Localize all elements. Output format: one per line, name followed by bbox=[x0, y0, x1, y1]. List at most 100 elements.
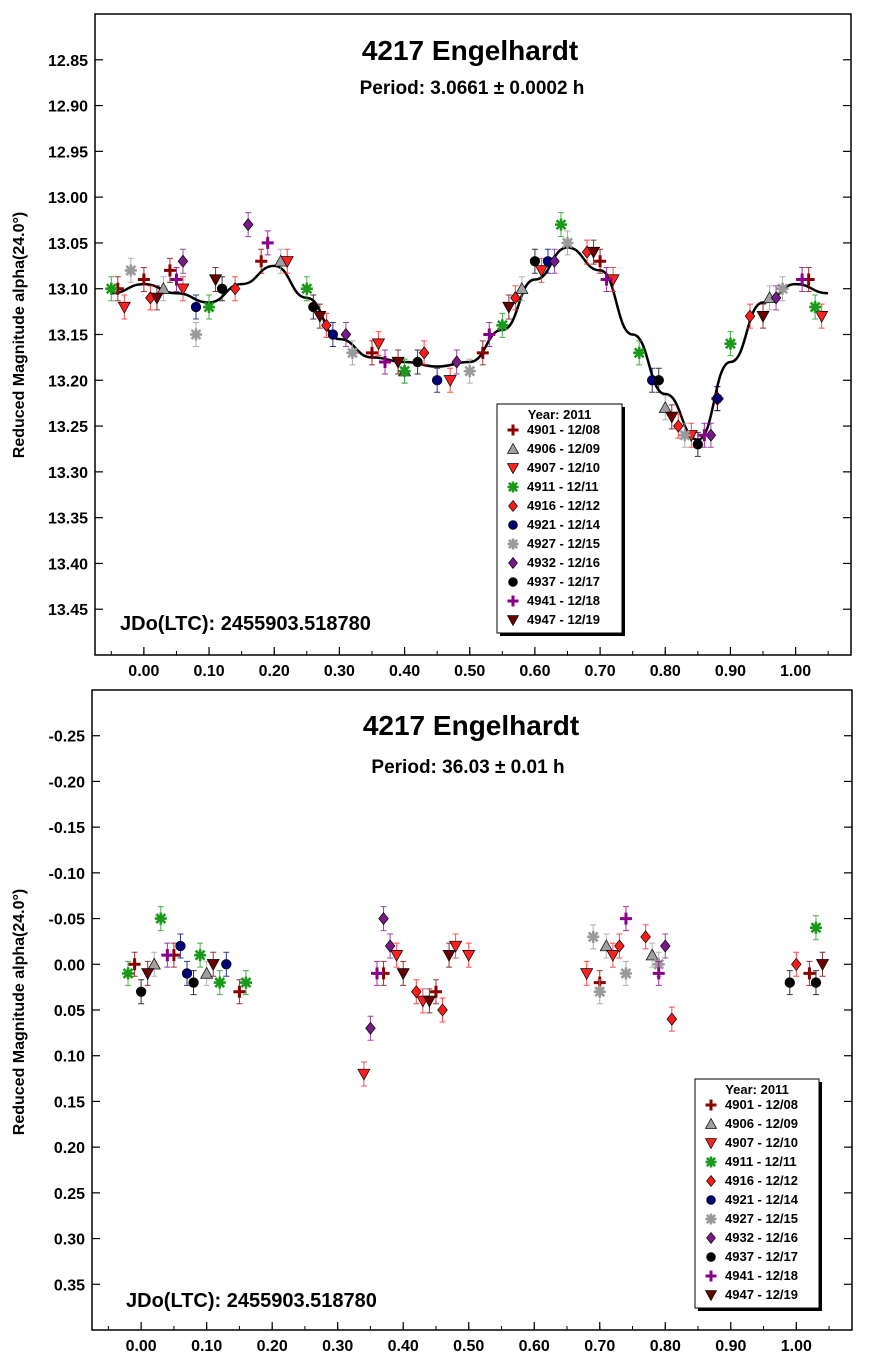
legend-marker bbox=[507, 424, 519, 436]
data-point bbox=[744, 309, 756, 323]
legend-marker bbox=[706, 1195, 716, 1205]
x-tick-label: 0.80 bbox=[650, 663, 681, 680]
x-tick-label: 0.40 bbox=[388, 1338, 419, 1355]
legend-entry-label: 4921 - 12/14 bbox=[725, 1192, 799, 1207]
data-point bbox=[606, 949, 620, 962]
data-point bbox=[666, 1012, 678, 1026]
fourier-fit-curve bbox=[111, 246, 829, 442]
x-tick-label: 0.70 bbox=[584, 1338, 615, 1355]
data-point bbox=[705, 428, 717, 442]
series-4911 bbox=[122, 906, 822, 996]
data-point bbox=[633, 346, 646, 359]
series-4916 bbox=[411, 924, 802, 1032]
series-4932 bbox=[177, 212, 782, 448]
series-4937 bbox=[216, 248, 703, 457]
data-point bbox=[660, 939, 671, 953]
x-tick-label: 0.50 bbox=[453, 1338, 484, 1355]
x-tick-label: 0.30 bbox=[324, 663, 355, 680]
data-point bbox=[791, 957, 802, 971]
legend-marker bbox=[704, 1138, 718, 1150]
y-tick-label: -0.05 bbox=[49, 912, 86, 929]
data-point bbox=[181, 968, 193, 979]
y-tick-label: 13.15 bbox=[48, 328, 88, 345]
data-point bbox=[147, 957, 161, 970]
y-tick-label: -0.20 bbox=[49, 774, 86, 791]
data-point bbox=[200, 966, 214, 979]
data-point bbox=[221, 959, 232, 970]
data-point bbox=[449, 940, 463, 953]
legend-entry-label: 4927 - 12/15 bbox=[725, 1211, 798, 1226]
data-point bbox=[280, 256, 294, 268]
series-4907 bbox=[357, 933, 620, 1087]
chart-panel-top: 4217 Engelhardt Period: 3.0661 ± 0.0002 … bbox=[11, 13, 852, 680]
series-4921 bbox=[175, 933, 232, 986]
data-point bbox=[619, 967, 632, 980]
x-tick-label: 0.10 bbox=[191, 1338, 222, 1355]
data-point bbox=[391, 356, 405, 369]
y-tick-label: 0.15 bbox=[54, 1094, 85, 1111]
data-point bbox=[653, 375, 664, 386]
legend-entry-label: 4932 - 12/16 bbox=[527, 555, 600, 570]
legend-entry-label: 4947 - 12/19 bbox=[527, 612, 600, 627]
data-point bbox=[365, 346, 378, 359]
legend-marker bbox=[508, 577, 518, 587]
data-point bbox=[163, 264, 176, 277]
y-tick-label: 0.10 bbox=[54, 1049, 85, 1066]
data-point bbox=[141, 968, 155, 981]
data-point bbox=[515, 281, 529, 294]
data-point bbox=[658, 401, 672, 413]
x-tick-label: 1.00 bbox=[780, 663, 811, 680]
legend-box bbox=[496, 403, 623, 634]
data-point bbox=[411, 985, 422, 999]
series-4947 bbox=[150, 239, 770, 430]
y-axis-label: Reduced Magnitude alpha(24.0°) bbox=[11, 889, 28, 1135]
data-point bbox=[308, 301, 319, 313]
data-point bbox=[594, 255, 607, 268]
legend-entry-label: 4901 - 12/08 bbox=[725, 1097, 798, 1112]
data-point bbox=[614, 939, 625, 953]
series-4932 bbox=[365, 906, 671, 1041]
data-point bbox=[384, 939, 396, 953]
data-point bbox=[418, 346, 430, 360]
x-tick-label: 0.80 bbox=[650, 1338, 681, 1355]
data-point bbox=[239, 976, 252, 989]
y-tick-label: 0.05 bbox=[54, 1003, 85, 1020]
data-point bbox=[510, 291, 521, 305]
y-tick-label: -0.15 bbox=[49, 820, 86, 837]
data-point bbox=[190, 328, 203, 341]
x-tick-label: 0.90 bbox=[715, 1338, 746, 1355]
data-point bbox=[233, 985, 246, 998]
data-point bbox=[692, 439, 703, 450]
data-point bbox=[698, 429, 711, 442]
series-4906 bbox=[147, 933, 659, 986]
data-point bbox=[483, 328, 496, 341]
data-point bbox=[117, 301, 131, 314]
data-point bbox=[255, 255, 268, 268]
y-tick-label: 0.30 bbox=[54, 1232, 85, 1249]
data-point bbox=[216, 283, 228, 294]
data-point bbox=[128, 958, 141, 971]
data-point bbox=[599, 939, 613, 952]
legend-box bbox=[694, 1078, 820, 1309]
data-point bbox=[379, 355, 392, 368]
y-tick-label: 12.85 bbox=[48, 53, 88, 70]
legend-marker bbox=[508, 556, 518, 570]
x-tick-label: 0.10 bbox=[193, 663, 224, 680]
x-tick-label: 0.50 bbox=[454, 663, 485, 680]
series-4941 bbox=[170, 230, 809, 448]
legend-marker bbox=[507, 595, 519, 607]
chart-title: 4217 Engelhardt bbox=[363, 710, 579, 741]
data-point bbox=[815, 311, 829, 323]
data-point bbox=[756, 311, 770, 323]
x-tick-label: 0.70 bbox=[585, 663, 616, 680]
data-point bbox=[105, 282, 118, 295]
data-point bbox=[810, 977, 822, 988]
data-point bbox=[378, 912, 389, 926]
data-point bbox=[600, 273, 613, 286]
legend-marker bbox=[704, 1117, 718, 1129]
data-point bbox=[161, 949, 174, 962]
data-point bbox=[784, 977, 795, 988]
data-point bbox=[346, 346, 359, 359]
data-point bbox=[502, 301, 516, 314]
legend-title: Year: 2011 bbox=[725, 1082, 789, 1097]
